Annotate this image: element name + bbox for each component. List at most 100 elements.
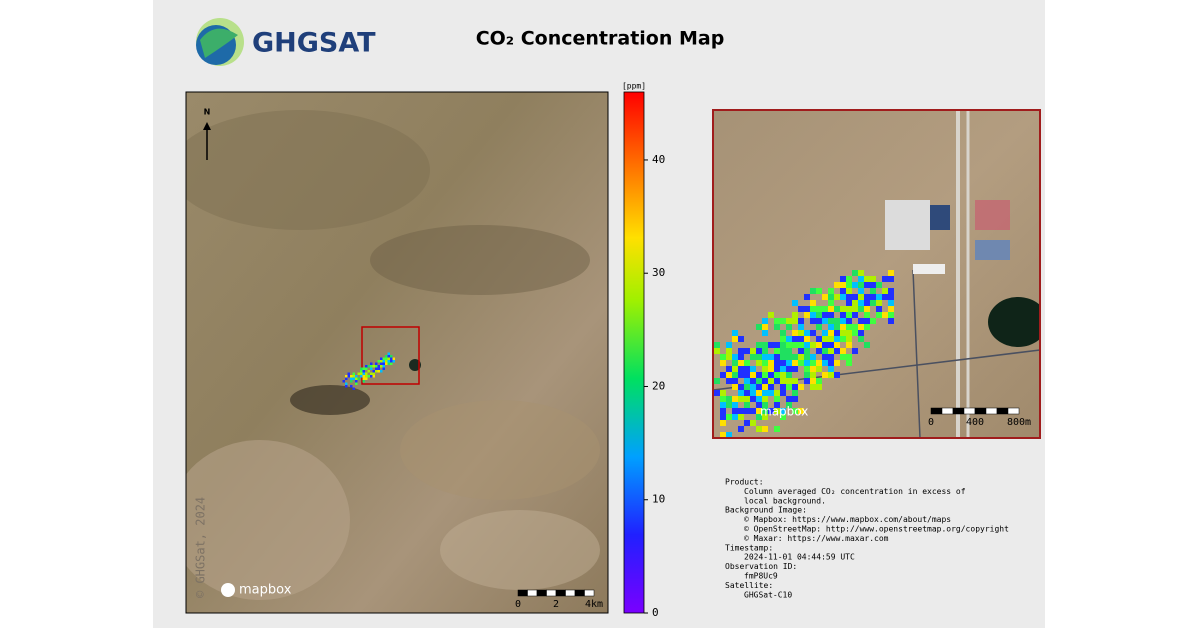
plume-pixel [720, 432, 726, 438]
plume-pixel [786, 354, 792, 360]
plume-pixel [780, 354, 786, 360]
plume-pixel [714, 348, 720, 354]
plume-pixel [792, 342, 798, 348]
plume-pixel [756, 348, 762, 354]
plume-pixel [822, 354, 828, 360]
plume-pixel [375, 362, 378, 365]
scale-segment [930, 407, 943, 415]
plume-pixel [392, 357, 395, 360]
plume-pixel [822, 306, 828, 312]
plume-pixel [810, 288, 816, 294]
plume-pixel [732, 330, 738, 336]
plume-pixel [858, 336, 864, 342]
plume-pixel [840, 330, 846, 336]
plume-pixel [768, 384, 774, 390]
plume-pixel [828, 348, 834, 354]
plume-pixel [372, 370, 375, 373]
plume-pixel [840, 318, 846, 324]
plume-pixel [350, 375, 353, 378]
colorbar-ticks: 0 10 20 30 40 [644, 153, 665, 619]
plume-pixel [345, 382, 348, 385]
plume-pixel [792, 318, 798, 324]
plume-pixel [780, 390, 786, 396]
info-value: local background. [744, 496, 826, 505]
plume-pixel [804, 336, 810, 342]
plume-pixel [834, 342, 840, 348]
plume-pixel [882, 312, 888, 318]
info-value: GHGSat-C10 [744, 590, 792, 599]
plume-pixel [342, 380, 345, 383]
plume-pixel [804, 312, 810, 318]
plume-pixel [804, 378, 810, 384]
plume-pixel [888, 288, 894, 294]
road [912, 269, 921, 438]
info-value: fmP8Uc9 [744, 572, 778, 581]
plume-pixel [834, 348, 840, 354]
plume-pixel [798, 384, 804, 390]
plume-pixel [810, 342, 816, 348]
mapbox-logo [221, 583, 235, 597]
plume-pixel [756, 396, 762, 402]
plume-pixel [744, 366, 750, 372]
plume-pixel [780, 378, 786, 384]
colorbar [623, 91, 645, 614]
building [930, 205, 950, 230]
plume-pixel [846, 354, 852, 360]
scale-segment [527, 589, 538, 597]
plume-pixel [382, 362, 385, 365]
terrain [400, 400, 600, 500]
plume-pixel [762, 390, 768, 396]
inset-frame [712, 109, 1041, 439]
scale-label: 4km [585, 599, 603, 610]
plume-pixel [762, 396, 768, 402]
plume-pixel [840, 324, 846, 330]
plume-pixel [774, 366, 780, 372]
tick-label: 20 [652, 379, 665, 392]
plume-pixel [762, 366, 768, 372]
plume-pixel [352, 377, 355, 380]
watermark: © GHGSat, 2024 [194, 497, 208, 598]
plume-pixel [385, 357, 388, 360]
plume-pixel [390, 357, 393, 360]
plume-pixel [846, 300, 852, 306]
plume-pixel [347, 375, 350, 378]
plume-pixel [864, 318, 870, 324]
plume-pixel [380, 362, 383, 365]
plume-pixel [780, 408, 786, 414]
plume-pixel [714, 342, 720, 348]
plume-pixel [840, 288, 846, 294]
north-arrow [203, 122, 211, 130]
plume-pixel [762, 378, 768, 384]
plume-pixel [798, 306, 804, 312]
plume-pixel [738, 372, 744, 378]
plume-pixel [732, 372, 738, 378]
plume-pixel [828, 366, 834, 372]
plume-pixel [720, 396, 726, 402]
plume-pixel [798, 348, 804, 354]
plume-pixel [738, 348, 744, 354]
plume-pixel [858, 294, 864, 300]
plume-pixel [780, 372, 786, 378]
plume-pixel [822, 372, 828, 378]
plume-pixel [744, 408, 750, 414]
plume-pixel [828, 318, 834, 324]
plume-pixel [846, 360, 852, 366]
plume-pixel [780, 330, 786, 336]
plume-pixel [382, 360, 385, 363]
plume-pixel [360, 375, 363, 378]
plume-pixel [786, 336, 792, 342]
plume-pixel [774, 378, 780, 384]
info-label: Background Image: [725, 506, 807, 515]
plume-pixel [786, 384, 792, 390]
plume-pixel [870, 276, 876, 282]
plume-pixel [888, 276, 894, 282]
plume-pixel [864, 312, 870, 318]
scale-bar: 0 2 4km [515, 589, 603, 610]
plume-pixel [792, 408, 798, 414]
plume-pixel [816, 378, 822, 384]
plume-pixel [792, 336, 798, 342]
info-text: Product:Column averaged CO₂ concentratio… [725, 478, 1009, 600]
plume-pixel [798, 336, 804, 342]
plume-pixel [355, 380, 358, 383]
plume-pixel [362, 375, 365, 378]
